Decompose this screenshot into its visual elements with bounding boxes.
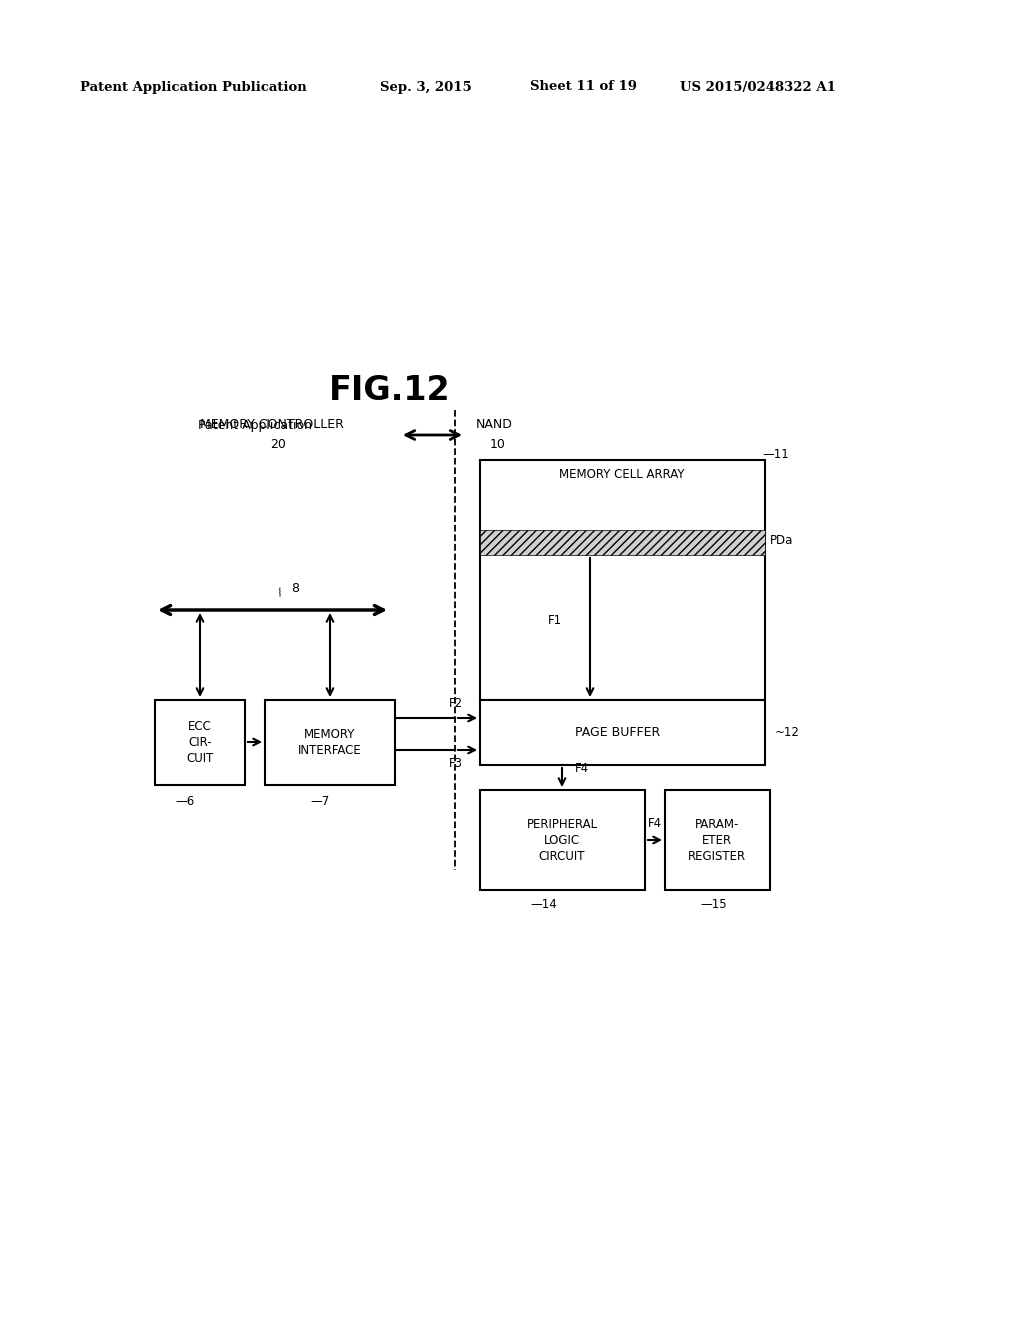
Text: NAND: NAND [476,418,513,432]
Text: —14: —14 [530,898,557,911]
Text: F2: F2 [449,697,463,710]
Text: 8: 8 [291,582,299,595]
Text: PAGE BUFFER: PAGE BUFFER [575,726,660,738]
Text: MEMORY CELL ARRAY: MEMORY CELL ARRAY [559,469,685,482]
Text: 20: 20 [270,438,286,451]
Text: Patent Application Publication: Patent Application Publication [80,81,307,94]
Bar [155,700,245,785]
Text: F3: F3 [449,756,463,770]
Text: MEMORY CONTROLLER: MEMORY CONTROLLER [200,418,344,432]
Text: F4: F4 [648,817,663,830]
Bar [480,531,765,554]
Text: PDa: PDa [770,533,794,546]
Text: F1: F1 [548,614,562,627]
Text: Sheet 11 of 19: Sheet 11 of 19 [530,81,637,94]
Text: F4: F4 [575,762,589,775]
Text: Patent Application: Patent Application [198,418,312,432]
Text: 10: 10 [490,438,506,451]
Text: —11: —11 [762,449,788,462]
Text: Sep. 3, 2015: Sep. 3, 2015 [380,81,472,94]
Text: FIG.12: FIG.12 [329,374,451,407]
Bar [665,789,770,890]
Text: PARAM-
ETER
REGISTER: PARAM- ETER REGISTER [688,817,746,862]
Text: —6: —6 [175,795,195,808]
Bar [480,789,645,890]
Text: ~12: ~12 [775,726,800,738]
Text: /: / [276,587,284,598]
Text: —15: —15 [700,898,727,911]
Bar [265,700,395,785]
Text: MEMORY
INTERFACE: MEMORY INTERFACE [298,727,361,756]
Text: PERIPHERAL
LOGIC
CIRCUIT: PERIPHERAL LOGIC CIRCUIT [526,817,598,862]
Text: ECC
CIR-
CUIT: ECC CIR- CUIT [186,719,214,764]
Bar [480,700,765,766]
Text: US 2015/0248322 A1: US 2015/0248322 A1 [680,81,836,94]
Bar [480,459,765,700]
Text: —7: —7 [310,795,330,808]
